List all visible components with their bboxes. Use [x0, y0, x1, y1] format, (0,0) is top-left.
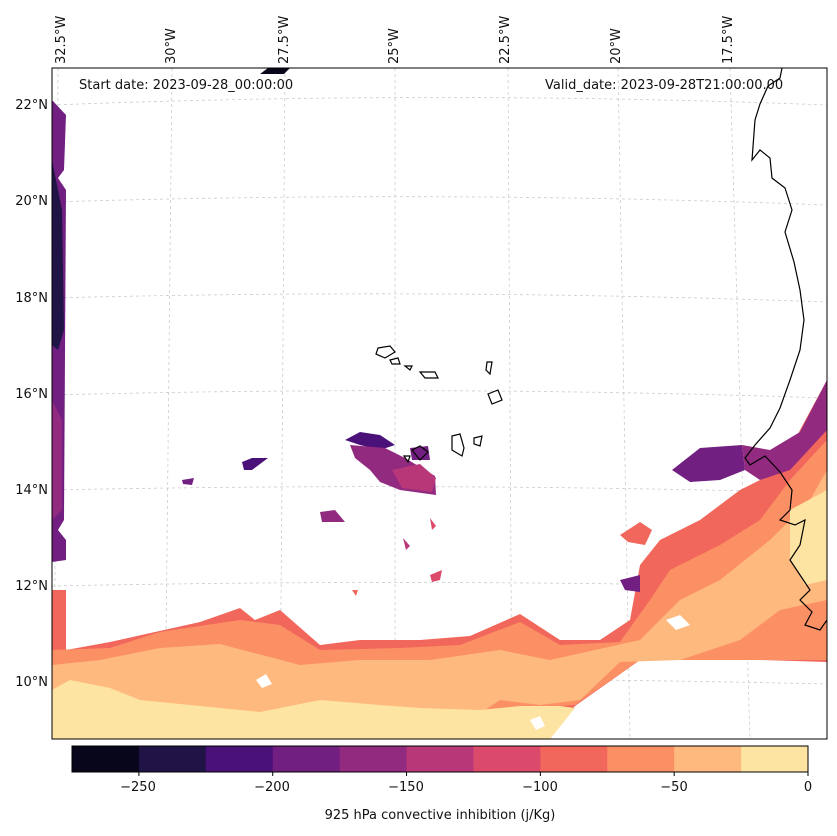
contour-hole-b — [256, 674, 272, 688]
colorbar-border — [71, 745, 809, 773]
colorbar-tick-label: −50 — [660, 780, 688, 795]
colorbar-tick-label: −150 — [388, 780, 424, 795]
contour-left-strip-dark — [52, 160, 64, 350]
lat-label: 16°N — [15, 387, 48, 402]
colorbar-swatch — [138, 746, 207, 772]
cin-contours — [52, 68, 827, 739]
colorbar-swatch — [72, 746, 140, 772]
colorbar-swatch — [540, 746, 608, 772]
contour-band-light — [52, 470, 827, 739]
coast-cv-santiago — [451, 433, 465, 457]
colorbar-swatch — [607, 746, 675, 772]
colorbar-swatch — [272, 746, 341, 772]
contour-east-purple — [672, 445, 745, 482]
coast-cv-maio — [473, 435, 483, 447]
colorbar-swatch — [473, 746, 541, 772]
colorbar-swatch — [674, 746, 742, 772]
contour-hole-c — [530, 716, 545, 730]
coast-cv-santa-luzia — [403, 365, 413, 371]
contour-patch-g — [352, 590, 358, 596]
lat-label: 18°N — [15, 291, 48, 306]
lon-label: 32.5°W — [54, 15, 69, 64]
contour-band-pale — [52, 680, 575, 739]
contour-patch-west — [620, 522, 652, 545]
coast-cv-sao-nicolau — [418, 371, 439, 379]
lon-label: 22.5°W — [498, 15, 513, 64]
start-date-label: Start date: 2023-09-28_00:00:00 — [79, 78, 294, 93]
coast-cv-sal — [485, 361, 493, 376]
colorbar-title: 925 hPa convective inhibition (j/Kg) — [324, 808, 556, 823]
lat-label: 14°N — [15, 483, 48, 498]
lat-label: 20°N — [15, 194, 48, 209]
coast-africa — [744, 67, 828, 631]
colorbar-tick-label: 0 — [803, 780, 813, 795]
coast-cv-brava — [402, 455, 411, 464]
lat-label: 10°N — [15, 675, 48, 690]
colorbar-swatch — [741, 746, 809, 772]
lat-label: 12°N — [15, 579, 48, 594]
contour-top-dark — [260, 68, 290, 74]
colorbar-swatch — [406, 746, 474, 772]
colorbar-tick-label: −200 — [254, 780, 290, 795]
colorbar-tick-label: −250 — [120, 780, 156, 795]
contour-patch-a — [242, 458, 268, 470]
lon-label: 30°W — [164, 28, 179, 64]
contour-patch-sw — [620, 575, 640, 592]
contour-patch-e — [403, 538, 410, 550]
coast-cv-santo-antao — [375, 345, 396, 359]
contour-hole-a — [666, 615, 690, 630]
coast-cv-sao-vicente — [389, 357, 401, 365]
map-frame — [51, 67, 828, 740]
coast-cv-boa-vista — [487, 389, 503, 405]
contour-patch-f — [430, 570, 442, 582]
colorbar-tick-label: −100 — [522, 780, 558, 795]
contour-island-dark — [345, 432, 395, 450]
lon-label: 20°W — [609, 28, 624, 64]
contour-island-pink — [392, 464, 436, 492]
contour-patch-c — [320, 510, 345, 522]
colorbar-swatch — [339, 746, 408, 772]
lon-label: 25°W — [387, 28, 402, 64]
valid-date-label: Valid_date: 2023-09-28T21:00:00.00 — [545, 78, 784, 93]
colorbar — [71, 745, 809, 776]
contour-patch-d — [430, 518, 436, 530]
coast-cv-fogo — [411, 445, 429, 461]
colorbar-swatch — [205, 746, 274, 772]
contour-patch-b — [182, 478, 194, 485]
contour-left-strip-light — [52, 400, 62, 520]
lat-label: 22°N — [15, 98, 48, 113]
lon-label: 27.5°W — [277, 15, 292, 64]
contour-east-pale — [790, 490, 827, 585]
contour-east-purple2 — [742, 380, 827, 480]
coastlines — [375, 67, 828, 631]
lon-label: 17.5°W — [721, 15, 736, 64]
